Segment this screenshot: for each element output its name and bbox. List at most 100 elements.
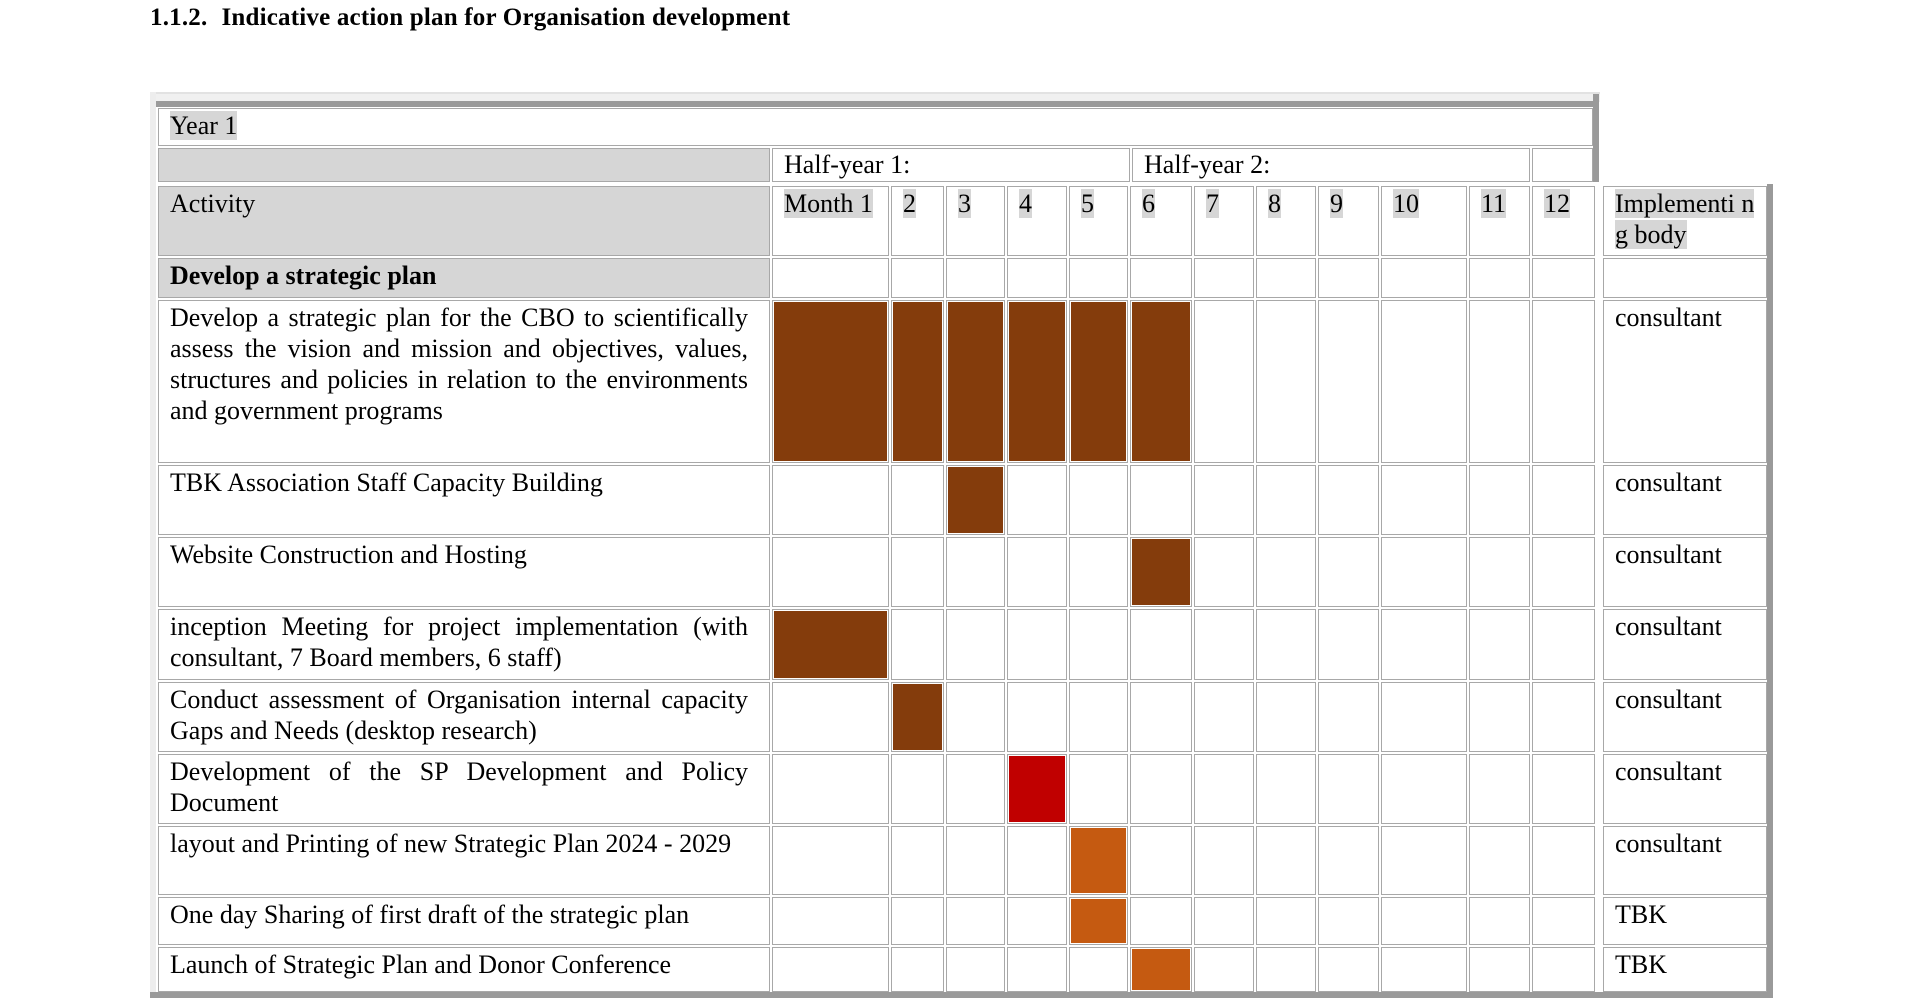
gantt-bar-month-6 xyxy=(1132,302,1190,461)
activity-header: Activity xyxy=(170,189,256,218)
impl-cell xyxy=(1603,300,1767,463)
month-cell xyxy=(772,897,889,945)
month-cell xyxy=(946,537,1005,607)
year-label: Year 1 xyxy=(170,110,470,141)
gantt-bar-month-4 xyxy=(1009,756,1065,822)
activity-cell xyxy=(158,754,770,824)
month-header-3: 3 xyxy=(958,188,1003,219)
month-cell xyxy=(1381,300,1467,463)
month-cell xyxy=(1532,754,1595,824)
gantt-bar-month-5 xyxy=(1071,828,1126,893)
month-cell xyxy=(1256,897,1316,945)
activity-text: Conduct assessment of Organisation inter… xyxy=(170,685,748,745)
month-header-cell-7 xyxy=(1194,186,1254,256)
month-cell xyxy=(1469,682,1530,752)
month-cell xyxy=(1469,609,1530,680)
gantt-bar-month-6 xyxy=(1132,539,1190,605)
month-header-text: 10 xyxy=(1393,189,1419,218)
activity-cell xyxy=(158,300,770,463)
activity-cell xyxy=(158,465,770,535)
gantt-bar-month-5 xyxy=(1071,899,1126,943)
month-cell xyxy=(1381,609,1467,680)
month-cell xyxy=(1130,465,1192,535)
month-cell xyxy=(1007,537,1067,607)
month-header-text: 9 xyxy=(1330,189,1343,218)
month-cell xyxy=(946,754,1005,824)
month-cell xyxy=(946,609,1005,680)
implementing-body: consultant xyxy=(1615,685,1722,714)
implementing-body: TBK xyxy=(1615,950,1667,979)
month-header-7: 7 xyxy=(1206,188,1252,219)
month-cell xyxy=(891,465,944,535)
month-cell xyxy=(1007,826,1067,895)
month-cell xyxy=(1194,465,1254,535)
month-cell xyxy=(772,826,889,895)
month-header-text: 5 xyxy=(1081,189,1094,218)
month-header-text: 12 xyxy=(1544,189,1570,218)
month-cell xyxy=(946,897,1005,945)
table-frame-rule xyxy=(156,101,1593,107)
impl-cell xyxy=(1603,682,1767,752)
section-heading: 1.1.2. Indicative action plan for Organis… xyxy=(150,4,790,32)
impl-cell xyxy=(1603,754,1767,824)
activity-text: TBK Association Staff Capacity Building xyxy=(170,468,603,497)
impl-cell xyxy=(1603,947,1767,992)
month-header-cell-4 xyxy=(1007,186,1067,256)
table-frame-right-lower xyxy=(1767,184,1773,996)
month-cell xyxy=(1532,947,1595,992)
month-cell xyxy=(1194,300,1254,463)
month-cell xyxy=(772,537,889,607)
gantt-bar-month-2 xyxy=(893,684,942,750)
activity-text: One day Sharing of first draft of the st… xyxy=(170,900,690,929)
month-header-8: 8 xyxy=(1268,188,1314,219)
month-cell xyxy=(1532,300,1595,463)
implementing-body: consultant xyxy=(1615,303,1722,332)
impl-cell xyxy=(1603,465,1767,535)
month-cell xyxy=(1532,682,1595,752)
impl-cell xyxy=(1603,609,1767,680)
month-header-12: 12 xyxy=(1544,188,1593,219)
month-cell xyxy=(1469,300,1530,463)
year-label-text: Year 1 xyxy=(170,111,238,140)
section-month-cell xyxy=(891,258,944,298)
month-header-text: 4 xyxy=(1019,189,1032,218)
activity-cell xyxy=(158,682,770,752)
section-number: 1.1.2. xyxy=(150,4,208,31)
month-cell xyxy=(1194,897,1254,945)
month-cell xyxy=(1469,947,1530,992)
month-cell xyxy=(1381,754,1467,824)
gantt-bar-month-4 xyxy=(1009,302,1065,461)
month-header-6: 6 xyxy=(1142,188,1190,219)
month-cell xyxy=(891,897,944,945)
section-month-cell xyxy=(1469,258,1530,298)
activity-cell xyxy=(158,826,770,895)
month-cell xyxy=(1069,609,1128,680)
month-cell xyxy=(1318,947,1379,992)
section-impl-cell xyxy=(1603,258,1767,298)
month-cell xyxy=(1069,947,1128,992)
month-header-2: 2 xyxy=(903,188,942,219)
month-cell xyxy=(772,682,889,752)
activity-text: Develop a strategic plan for the CBO to … xyxy=(170,303,748,425)
month-cell xyxy=(1130,826,1192,895)
month-cell xyxy=(1256,465,1316,535)
gantt-bar-month-1 xyxy=(774,611,887,678)
month-cell xyxy=(946,682,1005,752)
month-cell xyxy=(1469,826,1530,895)
half-year-end-cell xyxy=(1532,148,1593,182)
section-month-cell xyxy=(1069,258,1128,298)
month-header-cell-8 xyxy=(1256,186,1316,256)
half-year-1-label: Half-year 1: xyxy=(784,150,911,179)
month-cell xyxy=(1381,897,1467,945)
gantt-bar-month-1 xyxy=(774,302,887,461)
activity-cell xyxy=(158,947,770,992)
section-month-cell xyxy=(1194,258,1254,298)
month-header-cell-5 xyxy=(1069,186,1128,256)
month-cell xyxy=(1318,609,1379,680)
month-cell xyxy=(946,826,1005,895)
month-cell xyxy=(1130,682,1192,752)
month-cell xyxy=(891,826,944,895)
month-header-text: 6 xyxy=(1142,189,1155,218)
section-month-cell xyxy=(1381,258,1467,298)
